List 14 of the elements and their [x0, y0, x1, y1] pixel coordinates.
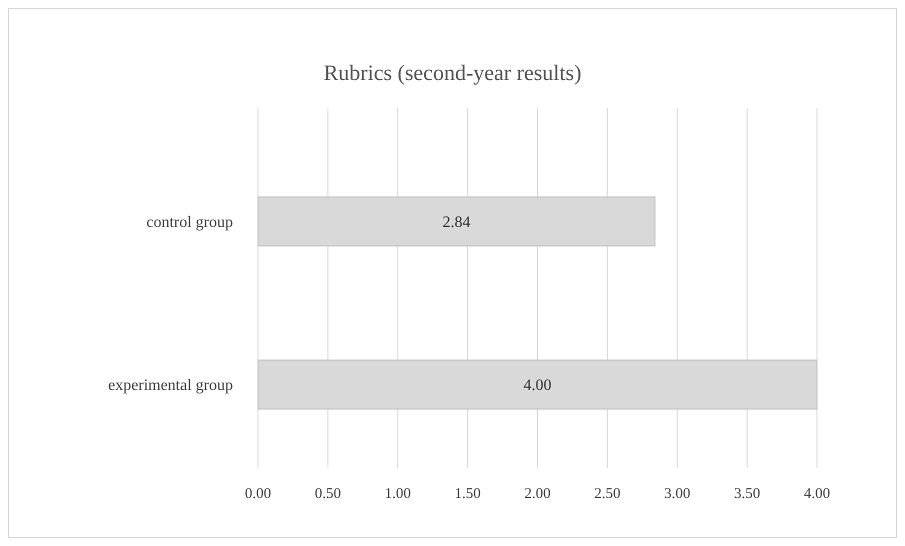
x-tick-label: 2.50	[594, 486, 620, 502]
x-tick-label: 1.50	[454, 486, 481, 502]
chart-title: Rubrics (second-year results)	[324, 60, 582, 85]
x-tick-label: 2.00	[524, 486, 551, 502]
x-tick-label: 0.50	[314, 486, 341, 502]
data-label: 2.84	[442, 214, 470, 232]
x-tick-label: 1.00	[384, 486, 411, 502]
x-tick-label: 3.50	[734, 486, 760, 502]
x-tick-label: 4.00	[804, 486, 830, 502]
y-tick-label: control group	[146, 214, 233, 232]
data-label: 4.00	[524, 377, 552, 394]
x-tick-label: 0.00	[244, 486, 272, 502]
y-tick-label: experimental group	[108, 377, 233, 394]
x-tick-label: 3.00	[664, 486, 690, 502]
